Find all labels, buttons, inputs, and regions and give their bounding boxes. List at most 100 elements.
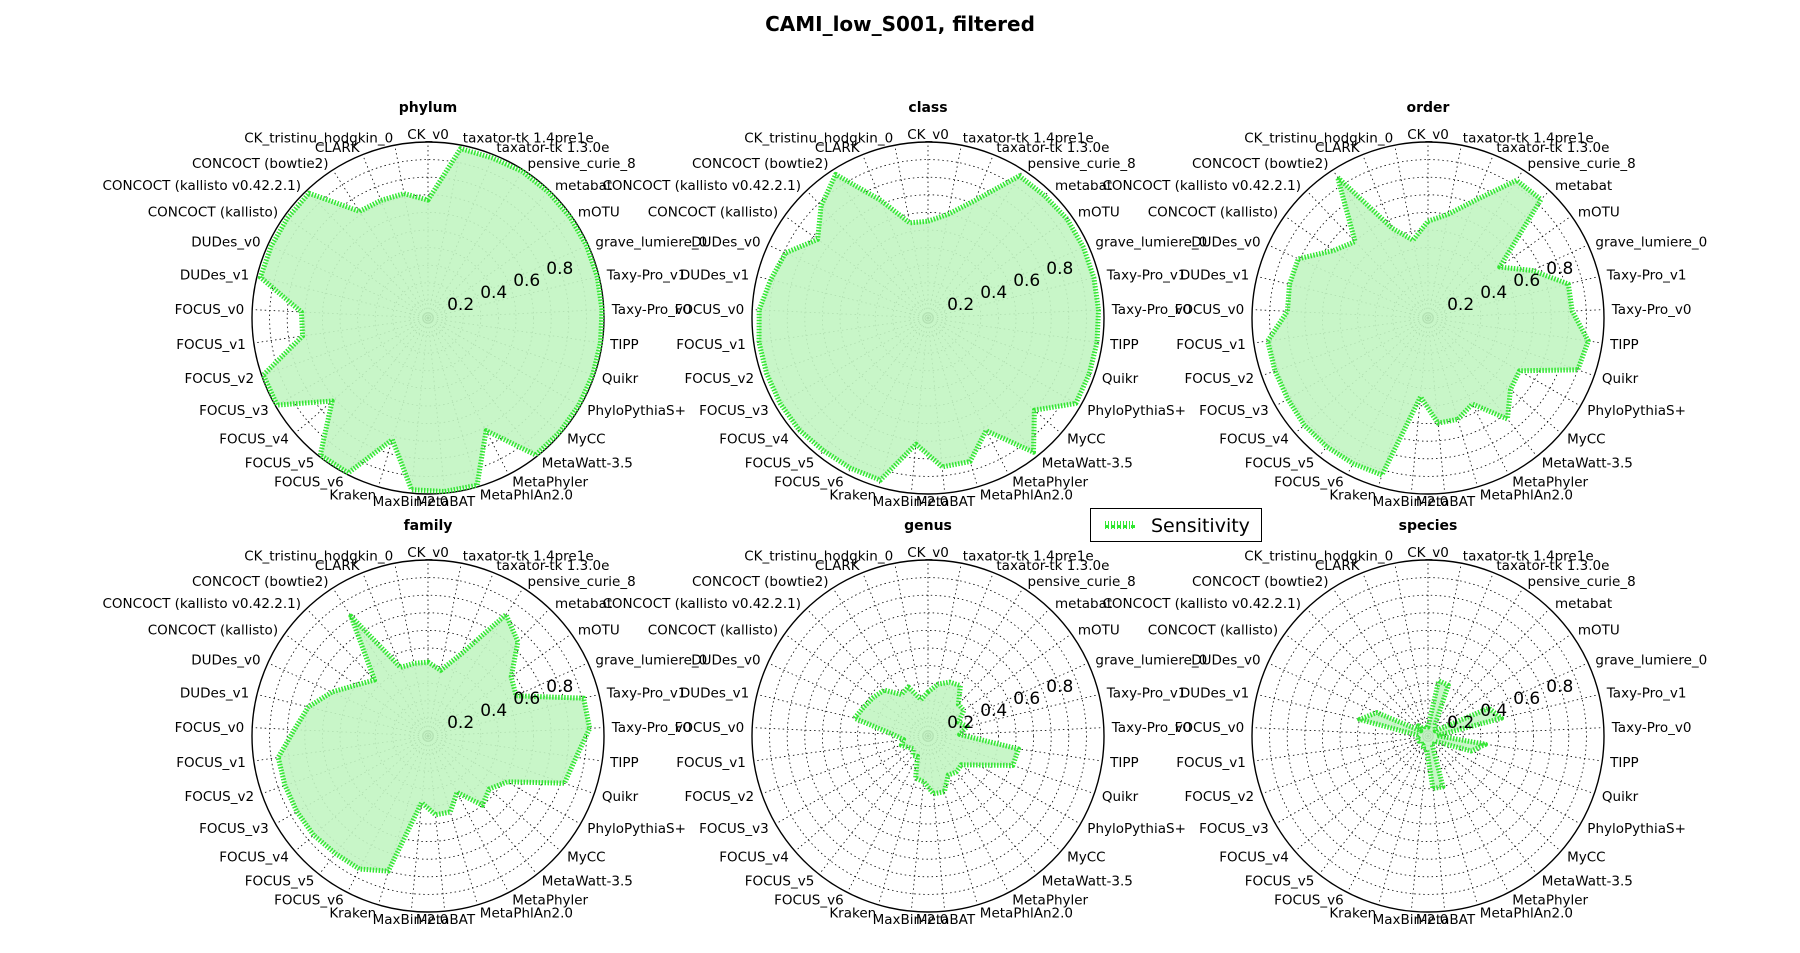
axis-label: CK_tristinu_hodgkin_0	[1244, 548, 1393, 564]
radial-tick-label: 0.2	[447, 295, 474, 315]
radial-tick-label: 0.4	[1480, 701, 1507, 721]
axis-label: MaxBin-2.0	[373, 912, 449, 928]
axis-label: metabat	[1055, 178, 1112, 194]
grid-ring	[1339, 647, 1517, 825]
axis-label: pensive_curie_8	[1528, 156, 1636, 172]
axis-label: FOCUS_v0	[175, 302, 245, 318]
axis-label: TIPP	[1609, 755, 1639, 771]
axis-label: pensive_curie_8	[1028, 156, 1136, 172]
axis-label: CONCOCT (bowtie2)	[692, 574, 829, 590]
subplot-title: genus	[904, 518, 952, 534]
axis-label: DUDes_v1	[1180, 686, 1249, 702]
axis-label: CONCOCT (kallisto)	[148, 204, 278, 220]
grid-spoke	[1362, 572, 1429, 737]
axis-label: Kraken	[1329, 906, 1376, 922]
axis-label: taxator-tk 1.4pre1e	[963, 130, 1094, 146]
grid-ring	[857, 665, 999, 807]
axis-label: Quikr	[1102, 789, 1139, 805]
radial-tick-label: 0.8	[1546, 259, 1573, 279]
outer-frame	[751, 141, 1105, 495]
axis-label: mOTU	[1578, 622, 1620, 638]
radial-tick-label: 0.6	[513, 689, 540, 709]
radar-chart-class: 0.2 0.4 0.6 0.8 CK_v0 taxator-tk 1.4pre1etaxa…	[603, 100, 1208, 510]
legend-label: Sensitivity	[1151, 515, 1250, 537]
grid-ring	[1392, 700, 1464, 772]
axis-label: mOTU	[578, 204, 620, 220]
grid-spoke	[818, 735, 929, 875]
axis-label: MetaBAT	[916, 912, 976, 928]
series-area-sensitivity	[756, 171, 1101, 483]
series-area-sensitivity	[1265, 174, 1591, 478]
axis-label: Quikr	[602, 371, 639, 387]
axis-label: CONCOCT (bowtie2)	[192, 574, 329, 590]
axis-label: MetaWatt-3.5	[542, 874, 633, 890]
axis-label: mOTU	[1078, 622, 1120, 638]
radial-tick-label: 0.8	[546, 259, 573, 279]
grid-ring	[1357, 665, 1499, 807]
axis-label: MaxBin-2.0	[873, 912, 949, 928]
grid-ring	[822, 630, 1035, 843]
grid-ring	[804, 612, 1052, 860]
axis-label: DUDes_v1	[680, 268, 749, 284]
axis-label: CK_v0	[907, 127, 949, 143]
axis-label: CONCOCT (bowtie2)	[1192, 574, 1329, 590]
axis-label: DUDes_v0	[1191, 653, 1260, 669]
axis-label: MaxBin-2.0	[1373, 494, 1449, 510]
axis-label: DUDes_v0	[191, 653, 260, 669]
axis-label: taxator-tk 1.3.0e	[496, 140, 609, 156]
axis-label: Kraken	[1329, 488, 1376, 504]
radial-tick-label: 0.4	[980, 701, 1007, 721]
axis-label: DUDes_v0	[191, 235, 260, 251]
axis-label: grave_lumiere_0	[595, 235, 707, 251]
grid-ring	[874, 682, 982, 790]
axis-label: Taxy-Pro_v0	[1611, 302, 1692, 318]
axis-label: Taxy-Pro_v1	[1606, 268, 1687, 284]
axis-label: Taxy-Pro_v0	[1611, 720, 1692, 736]
axis-label: FOCUS_v3	[1199, 403, 1269, 419]
axis-label: grave_lumiere_0	[1595, 653, 1707, 669]
axis-label: MyCC	[1067, 432, 1106, 448]
axis-label: Taxy-Pro_v0	[611, 720, 692, 736]
axis-label: Taxy-Pro_v1	[1106, 268, 1187, 284]
outer-frame	[1251, 141, 1605, 495]
axis-label: FOCUS_v4	[719, 432, 789, 448]
axis-label: FOCUS_v2	[684, 371, 754, 387]
axis-label: TIPP	[1109, 755, 1139, 771]
axis-label: CONCOCT (kallisto v0.42.2.1)	[1103, 178, 1302, 194]
axis-label: MetaPhyler	[1512, 475, 1588, 491]
axis-label: taxator-tk 1.3.0e	[996, 140, 1109, 156]
axis-label: CONCOCT (kallisto v0.42.2.1)	[1103, 596, 1302, 612]
axis-label: MetaPhyler	[1012, 475, 1088, 491]
axis-label: CONCOCT (kallisto)	[648, 204, 778, 220]
series-area-sensitivity	[275, 612, 593, 874]
radial-tick-label: 0.6	[1513, 271, 1540, 291]
axis-label: CK_v0	[407, 127, 449, 143]
axis-label: MetaBAT	[1416, 494, 1476, 510]
axis-label: taxator-tk 1.4pre1e	[963, 548, 1094, 564]
grid-ring	[1322, 630, 1535, 843]
axis-label: TIPP	[1609, 337, 1639, 353]
axis-label: mOTU	[1078, 204, 1120, 220]
series-area-sensitivity	[257, 146, 605, 494]
radial-tick-label: 0.2	[1447, 713, 1474, 733]
axis-label: metabat	[1555, 596, 1612, 612]
axis-label: CLARK	[815, 140, 861, 156]
axis-label: FOCUS_v1	[176, 755, 246, 771]
axis-label: Taxy-Pro_v0	[1111, 720, 1192, 736]
axis-label: TIPP	[609, 337, 639, 353]
grid-ring	[1374, 682, 1482, 790]
axis-label: taxator-tk 1.3.0e	[996, 558, 1109, 574]
grid-ring	[1269, 577, 1587, 895]
axis-label: Kraken	[329, 906, 376, 922]
axis-label: CLARK	[1315, 140, 1361, 156]
grid-ring	[839, 647, 1017, 825]
axis-label: FOCUS_v6	[274, 893, 344, 909]
axis-label: CK_tristinu_hodgkin_0	[744, 548, 893, 564]
axis-label: DUDes_v1	[1180, 268, 1249, 284]
axis-label: CONCOCT (kallisto)	[1148, 622, 1278, 638]
axis-label: grave_lumiere_0	[1595, 235, 1707, 251]
subplot-title: family	[404, 518, 453, 534]
radar-chart-species: 0.2 0.4 0.6 0.8 CK_v0 taxator-tk 1.4pre1etaxa…	[1103, 518, 1708, 928]
axis-label: DUDes_v1	[180, 268, 249, 284]
axis-label: FOCUS_v0	[175, 720, 245, 736]
